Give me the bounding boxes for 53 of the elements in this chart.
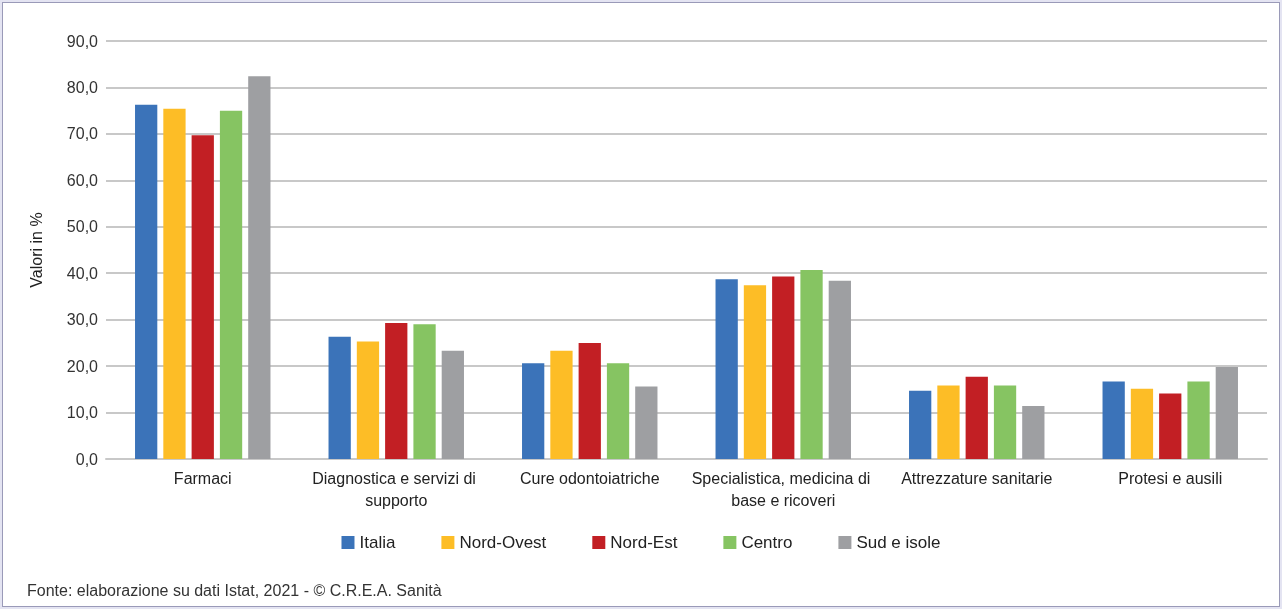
x-tick-label: Diagnostica e servizi di supporto: [312, 469, 481, 509]
bar: [1130, 388, 1154, 459]
bar: [1159, 393, 1182, 459]
bar: [606, 363, 630, 459]
bar: [800, 269, 823, 459]
legend-label: Nord-Ovest: [459, 533, 547, 552]
bar: [828, 280, 851, 459]
y-tick-label: 30,0: [66, 311, 99, 329]
legend-label: Centro: [741, 533, 793, 552]
bar: [135, 104, 158, 459]
x-tick-label: Cure odontoiatriche: [519, 469, 660, 487]
bar: [385, 322, 408, 459]
bar: [163, 108, 186, 459]
y-tick-label: 0,0: [75, 450, 99, 468]
bar: [772, 276, 795, 459]
y-tick-label: 60,0: [66, 171, 99, 189]
bar: [550, 350, 573, 459]
y-tick-label: 50,0: [66, 218, 99, 236]
source-note: Fonte: elaborazione su dati Istat, 2021 - © C.R.E.A. Sanità: [27, 581, 442, 599]
bar: [248, 76, 271, 459]
bar: [191, 135, 214, 459]
y-tick-label: 20,0: [66, 357, 99, 375]
bar: [356, 341, 380, 459]
bar: [1187, 381, 1210, 459]
bar: [1022, 406, 1045, 459]
y-tick-label: 80,0: [66, 78, 99, 96]
y-tick-label: 90,0: [66, 32, 99, 50]
y-tick-label: 70,0: [66, 125, 99, 143]
bar: [578, 342, 601, 459]
bar: [441, 350, 464, 459]
y-tick-label: 40,0: [66, 264, 99, 282]
bar: [937, 385, 960, 459]
bar: [413, 324, 436, 459]
bar: [993, 385, 1017, 459]
y-axis-title: Valori in %: [27, 212, 45, 288]
bar: [219, 110, 243, 459]
legend-label: Italia: [359, 533, 396, 552]
bar: [965, 376, 988, 459]
x-tick-label: Specialistica, medicina di base e ricoveri: [691, 469, 875, 509]
bar: [1102, 381, 1125, 459]
bar: [522, 363, 545, 459]
bar: [1215, 367, 1238, 459]
legend-label: Nord-Est: [610, 533, 678, 552]
bar: [715, 279, 738, 459]
bar: [635, 386, 658, 459]
bar: [328, 336, 351, 459]
bar: [743, 285, 767, 459]
x-tick-label: Protesi e ausili: [1118, 469, 1223, 487]
y-tick-label: 10,0: [66, 404, 99, 422]
legend-label: Sud e isole: [856, 533, 941, 552]
x-tick-label: Farmaci: [173, 469, 232, 487]
bar: [909, 390, 932, 459]
x-tick-label: Attrezzature sanitarie: [901, 469, 1053, 487]
